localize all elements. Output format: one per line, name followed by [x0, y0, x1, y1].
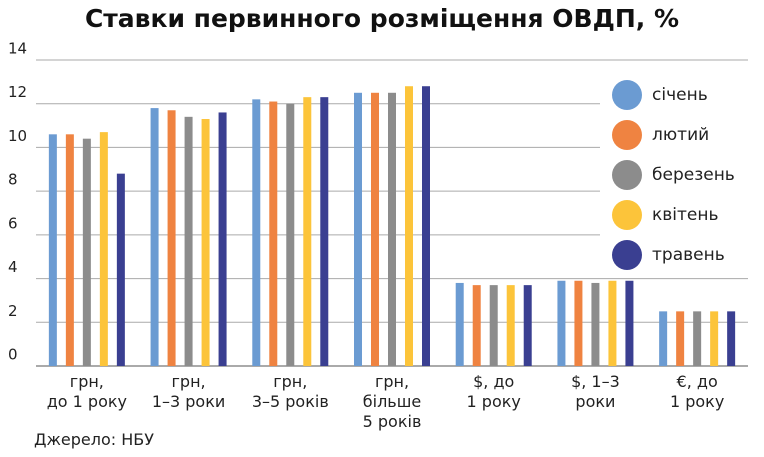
bar [303, 97, 312, 367]
bar [625, 280, 634, 366]
source: Джерело: НБУ [34, 430, 155, 449]
bar [371, 92, 379, 367]
legend-label: лютий [652, 125, 709, 145]
y-tick-label: 6 [8, 214, 18, 232]
bar [167, 110, 176, 367]
x-tick-label: $, до 1 року [466, 372, 521, 411]
bar [354, 92, 362, 367]
bar [252, 99, 261, 366]
bar [506, 285, 515, 366]
legend-swatch [612, 200, 642, 230]
bar [727, 311, 736, 366]
y-tick-label: 2 [8, 302, 18, 320]
y-tick-label: 8 [8, 171, 18, 189]
bar [472, 285, 481, 366]
bar [422, 86, 430, 366]
y-tick-label: 10 [8, 127, 27, 145]
legend-label: травень [652, 245, 725, 265]
bar [150, 108, 159, 366]
bar [710, 311, 719, 366]
bar [286, 103, 295, 366]
bar [269, 101, 278, 367]
bar [99, 132, 108, 366]
legend-label: січень [652, 85, 708, 105]
bar [48, 134, 57, 366]
bar [405, 86, 413, 366]
y-tick-label: 4 [8, 258, 18, 276]
x-tick-label: $, 1–3 роки [571, 372, 620, 411]
y-tick-label: 14 [8, 40, 27, 58]
x-tick-label: €, до 1 року [669, 372, 725, 411]
legend-swatch [612, 80, 642, 110]
bar [184, 116, 193, 366]
bar [489, 285, 498, 366]
legend-swatch [612, 120, 642, 150]
y-tick-label: 12 [8, 83, 27, 101]
bar [574, 280, 583, 366]
legend-label: квітень [652, 205, 719, 225]
x-tick-label: грн, 1–3 роки [151, 372, 226, 411]
bar [65, 134, 74, 366]
bar [201, 119, 210, 366]
bar [693, 311, 702, 366]
legend-swatch [612, 160, 642, 190]
y-tick-label: 0 [8, 346, 18, 364]
bar [218, 112, 227, 366]
legend-swatch [612, 240, 642, 270]
bar [608, 280, 617, 366]
bar [455, 282, 464, 366]
chart-title: Ставки первинного розміщення ОВДП, % [84, 4, 680, 33]
bar [557, 280, 566, 366]
bar [591, 282, 600, 366]
bar [659, 311, 668, 366]
bar [320, 97, 329, 367]
legend-label: березень [652, 165, 735, 185]
bar [676, 311, 685, 366]
x-tick-label: грн, до 1 року [46, 372, 127, 411]
x-tick-label: грн, 3–5 років [251, 372, 329, 411]
x-tick-label: грн, більше 5 років [362, 372, 422, 431]
bar [116, 173, 125, 366]
bar [82, 138, 91, 366]
bar [388, 92, 396, 367]
bar [523, 285, 532, 366]
